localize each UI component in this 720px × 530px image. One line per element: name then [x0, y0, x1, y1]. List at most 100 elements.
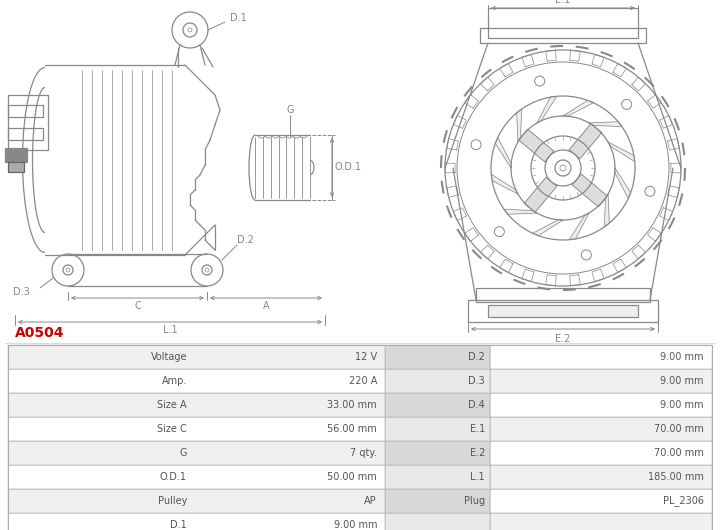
Text: 70.00 mm: 70.00 mm — [654, 424, 704, 434]
Bar — [8, 105, 43, 117]
Circle shape — [581, 250, 591, 260]
Text: Size C: Size C — [157, 424, 187, 434]
Bar — [8, 489, 385, 513]
Text: D.1: D.1 — [230, 13, 246, 23]
Text: Amp.: Amp. — [161, 376, 187, 386]
Bar — [490, 393, 712, 417]
Bar — [476, 288, 650, 302]
Polygon shape — [446, 139, 459, 150]
Text: 12 V: 12 V — [355, 352, 377, 362]
Text: 9.00 mm: 9.00 mm — [660, 400, 704, 410]
Bar — [385, 465, 490, 489]
Text: E.2: E.2 — [469, 448, 485, 458]
Bar — [8, 393, 385, 417]
Polygon shape — [480, 245, 494, 259]
Polygon shape — [613, 259, 626, 272]
Polygon shape — [563, 100, 593, 116]
Text: 9.00 mm: 9.00 mm — [660, 352, 704, 362]
Polygon shape — [464, 228, 478, 241]
Bar — [490, 513, 712, 530]
Bar — [385, 417, 490, 441]
Polygon shape — [667, 186, 680, 197]
Text: Plug: Plug — [464, 496, 485, 506]
Bar — [490, 441, 712, 465]
Polygon shape — [480, 77, 494, 91]
Bar — [490, 345, 712, 369]
Polygon shape — [522, 269, 534, 281]
Text: 50.00 mm: 50.00 mm — [328, 472, 377, 482]
Text: E.1: E.1 — [555, 0, 571, 5]
Text: A: A — [263, 301, 269, 311]
Polygon shape — [445, 163, 455, 173]
Circle shape — [535, 76, 545, 86]
Text: D.2: D.2 — [468, 352, 485, 362]
Bar — [8, 128, 43, 140]
Polygon shape — [518, 129, 554, 162]
Bar — [8, 162, 24, 172]
Text: 56.00 mm: 56.00 mm — [328, 424, 377, 434]
Bar — [8, 345, 385, 369]
Text: G: G — [179, 448, 187, 458]
Polygon shape — [546, 275, 557, 286]
Circle shape — [471, 140, 481, 149]
Polygon shape — [504, 209, 537, 214]
Text: 220 A: 220 A — [348, 376, 377, 386]
Polygon shape — [454, 116, 467, 128]
Text: E.2: E.2 — [555, 334, 571, 344]
Polygon shape — [524, 178, 557, 213]
Text: C: C — [134, 301, 141, 311]
Polygon shape — [647, 228, 661, 241]
Bar — [490, 489, 712, 513]
Bar — [385, 345, 490, 369]
Text: 9.00 mm: 9.00 mm — [660, 376, 704, 386]
Polygon shape — [632, 77, 646, 91]
Polygon shape — [546, 50, 557, 61]
Polygon shape — [454, 208, 467, 220]
Bar — [8, 513, 385, 530]
Text: 185.00 mm: 185.00 mm — [648, 472, 704, 482]
Polygon shape — [500, 259, 513, 272]
Text: D.4: D.4 — [468, 400, 485, 410]
Circle shape — [621, 99, 631, 109]
Polygon shape — [500, 64, 513, 77]
Polygon shape — [522, 55, 534, 67]
Bar — [490, 369, 712, 393]
Bar — [385, 369, 490, 393]
Polygon shape — [660, 208, 672, 220]
Text: 33.00 mm: 33.00 mm — [328, 400, 377, 410]
Polygon shape — [495, 138, 511, 168]
Text: A0504: A0504 — [15, 326, 65, 340]
Polygon shape — [517, 109, 522, 142]
Text: 9.00 mm: 9.00 mm — [333, 520, 377, 530]
Text: PL_2306: PL_2306 — [663, 496, 704, 507]
Polygon shape — [613, 64, 626, 77]
Polygon shape — [592, 269, 604, 281]
Bar — [8, 369, 385, 393]
Bar — [385, 393, 490, 417]
Text: 7 qty.: 7 qty. — [350, 448, 377, 458]
Text: L.1: L.1 — [163, 325, 177, 335]
Bar — [8, 95, 48, 150]
Text: O.D.1: O.D.1 — [160, 472, 187, 482]
Circle shape — [645, 186, 655, 196]
Polygon shape — [592, 55, 604, 67]
Bar — [5, 148, 27, 162]
Text: D.2: D.2 — [237, 235, 253, 245]
Text: D.3: D.3 — [468, 376, 485, 386]
Text: D.1: D.1 — [170, 520, 187, 530]
Bar — [490, 465, 712, 489]
Bar — [480, 28, 646, 43]
Polygon shape — [671, 163, 681, 173]
Text: E.1: E.1 — [469, 424, 485, 434]
Text: O.D.1: O.D.1 — [335, 163, 361, 172]
Polygon shape — [570, 50, 580, 61]
Polygon shape — [660, 116, 672, 128]
Polygon shape — [537, 96, 557, 123]
Text: D.3: D.3 — [13, 287, 30, 297]
Polygon shape — [632, 245, 646, 259]
Polygon shape — [464, 95, 478, 108]
Polygon shape — [491, 174, 518, 194]
Polygon shape — [446, 186, 459, 197]
Bar — [490, 417, 712, 441]
Bar — [468, 300, 658, 322]
